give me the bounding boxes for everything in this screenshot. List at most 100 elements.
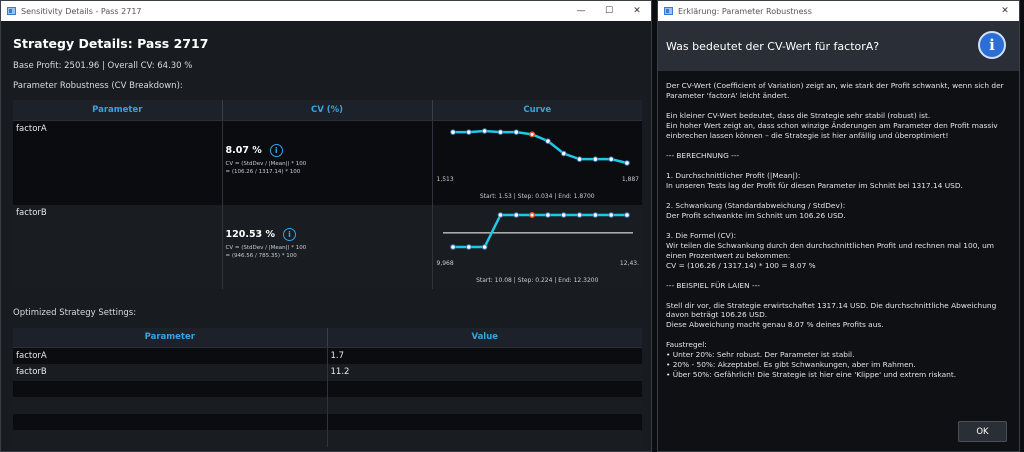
dialog-title: Erklärung: Parameter Robustness — [678, 6, 812, 16]
curve-meta: Start: 10.08 | Step: 0.224 | End: 12.320… — [476, 276, 599, 284]
ok-button[interactable]: OK — [958, 421, 1007, 442]
explanation-dialog: Erklärung: Parameter Robustness ✕ Was be… — [657, 0, 1020, 452]
col-header-cv[interactable]: CV (%) — [222, 100, 433, 121]
curve-point — [560, 150, 567, 156]
dialog-line: Wir teilen die Schwankung durch den durc… — [666, 240, 994, 260]
col-header-curve[interactable]: Curve — [432, 100, 642, 121]
window-title: Sensitivity Details - Pass 2717 — [21, 6, 142, 16]
dialog-line — [666, 291, 1011, 301]
dialog-line: • Unter 20%: Sehr robust. Der Parameter … — [666, 350, 855, 360]
setting-value[interactable] — [327, 380, 642, 397]
curve-point — [592, 211, 598, 218]
sensitivity-curve — [449, 127, 630, 166]
curve-point-current — [528, 130, 535, 137]
dialog-line: • Über 50%: Gefährlich! Die Strategie is… — [666, 370, 957, 380]
dialog-line: 3. Die Formel (CV): — [666, 230, 737, 240]
close-icon[interactable]: ✕ — [1001, 6, 1009, 16]
dialog-header: Was bedeutet der CV-Wert für factorA? i — [658, 21, 1019, 71]
curve-point — [497, 128, 503, 135]
dialog-line — [666, 161, 1011, 171]
curve-point — [481, 243, 487, 250]
cv-formula: CV = (StdDev / |Mean|) * 100 — [225, 244, 307, 251]
cv-cell: 8.07 % i CV = (StdDev / |Mean|) * 100 = … — [222, 120, 433, 205]
dialog-line — [666, 191, 1011, 201]
table-row[interactable]: factorA 1.7 — [13, 347, 642, 364]
table-row[interactable]: factorB 120.53 % i CV = (StdDev / |Mean|… — [13, 204, 642, 289]
dialog-line: • 20% - 50%: Akzeptabel. Es gibt Schwank… — [666, 360, 916, 370]
summary-line: Base Profit: 2501.96 | Overall CV: 64.30… — [13, 61, 193, 71]
curve-point — [576, 211, 582, 218]
setting-value[interactable] — [327, 430, 642, 447]
curve-point — [623, 211, 630, 218]
title-bar[interactable]: Erklärung: Parameter Robustness ✕ — [658, 1, 1019, 21]
cv-value: 120.53 % — [225, 228, 276, 240]
table-row[interactable]: factorA 8.07 % i CV = (StdDev / |Mean|) … — [13, 120, 642, 205]
table-row[interactable] — [13, 397, 642, 414]
dialog-line: In unseren Tests lag der Profit für dies… — [666, 180, 963, 190]
param-name: factorA — [13, 120, 223, 205]
dialog-line: Stell dir vor, die Strategie erwirtschaf… — [666, 300, 997, 320]
setting-value[interactable] — [327, 413, 642, 430]
setting-param: factorB — [13, 364, 328, 381]
curve-cell: 9,968 12,43. Start: 10.08 | Step: 0.224 … — [432, 204, 642, 289]
curve-point — [576, 155, 582, 162]
col-header-parameter[interactable]: Parameter — [13, 100, 223, 121]
dialog-body: Der CV-Wert (Coefficient of Variation) z… — [658, 71, 1019, 451]
dialog-line — [666, 221, 1011, 231]
curve-point — [607, 211, 614, 218]
page-title: Strategy Details: Pass 2717 — [13, 36, 209, 51]
setting-param: factorA — [13, 347, 328, 364]
dialog-line — [666, 271, 1011, 281]
table-row[interactable] — [13, 430, 642, 447]
setting-param — [13, 430, 328, 447]
info-icon: i — [978, 31, 1006, 59]
table-row[interactable] — [13, 380, 642, 397]
cv-value: 8.07 % — [225, 144, 262, 156]
curve-line — [452, 213, 627, 248]
dialog-line: Der CV-Wert (Coefficient of Variation) z… — [666, 81, 1004, 100]
dialog-line: Diese Abweichung macht genau 8.07 % dein… — [666, 320, 884, 330]
dialog-line: CV = (106.26 / 1317.14) * 100 = 8.07 % — [666, 260, 816, 270]
info-icon[interactable]: i — [269, 143, 283, 157]
sensitivity-window: Sensitivity Details - Pass 2717 — ☐ ✕ St… — [0, 0, 652, 452]
curve-point — [449, 243, 456, 250]
col-header-parameter[interactable]: Parameter — [13, 327, 328, 348]
app-icon — [7, 7, 16, 15]
curve-point — [592, 155, 598, 162]
app-icon — [664, 7, 673, 15]
setting-param — [13, 413, 328, 430]
setting-value[interactable] — [327, 397, 642, 414]
setting-param — [13, 380, 328, 397]
setting-value[interactable]: 1.7 — [327, 347, 642, 364]
table-row[interactable]: factorB 11.2 — [13, 364, 642, 381]
dialog-line: --- BEISPIEL FÜR LAIEN --- — [666, 280, 760, 290]
robustness-table: Parameter CV (%) Curve factorA 8.07 % i … — [13, 100, 642, 289]
close-icon[interactable]: ✕ — [633, 6, 641, 16]
cv-formula-values: = (106.26 / 1317.14) * 100 — [225, 169, 301, 176]
maximize-icon[interactable]: ☐ — [604, 6, 614, 16]
setting-param — [13, 397, 328, 414]
settings-label: Optimized Strategy Settings: — [13, 307, 137, 318]
robustness-label: Parameter Robustness (CV Breakdown): — [13, 81, 183, 91]
title-bar[interactable]: Sensitivity Details - Pass 2717 — ☐ ✕ — [1, 1, 651, 21]
curve-point — [607, 155, 614, 162]
cv-formula: CV = (StdDev / |Mean|) * 100 — [225, 160, 307, 167]
curve-point — [497, 211, 503, 218]
curve-point — [481, 127, 487, 134]
cv-formula-values: = (946.56 / 785.35) * 100 — [225, 253, 297, 260]
curve-min-label: 1,513 — [436, 175, 454, 183]
param-name: factorB — [13, 204, 223, 289]
info-icon[interactable]: i — [283, 227, 296, 241]
curve-point — [465, 243, 472, 250]
dialog-line: Faustregel: — [666, 340, 707, 350]
cv-cell: 120.53 % i CV = (StdDev / |Mean|) * 100 … — [222, 204, 433, 289]
dialog-line: Ein kleiner CV-Wert bedeutet, dass die S… — [666, 110, 931, 120]
table-row[interactable] — [13, 413, 642, 430]
setting-value[interactable]: 11.2 — [327, 364, 642, 381]
dialog-line — [666, 141, 1011, 151]
minimize-icon[interactable]: — — [576, 6, 586, 16]
curve-point — [544, 211, 551, 218]
curve-max-label: 12,43. — [619, 259, 639, 267]
curve-line — [452, 129, 627, 164]
col-header-value[interactable]: Value — [327, 327, 642, 348]
